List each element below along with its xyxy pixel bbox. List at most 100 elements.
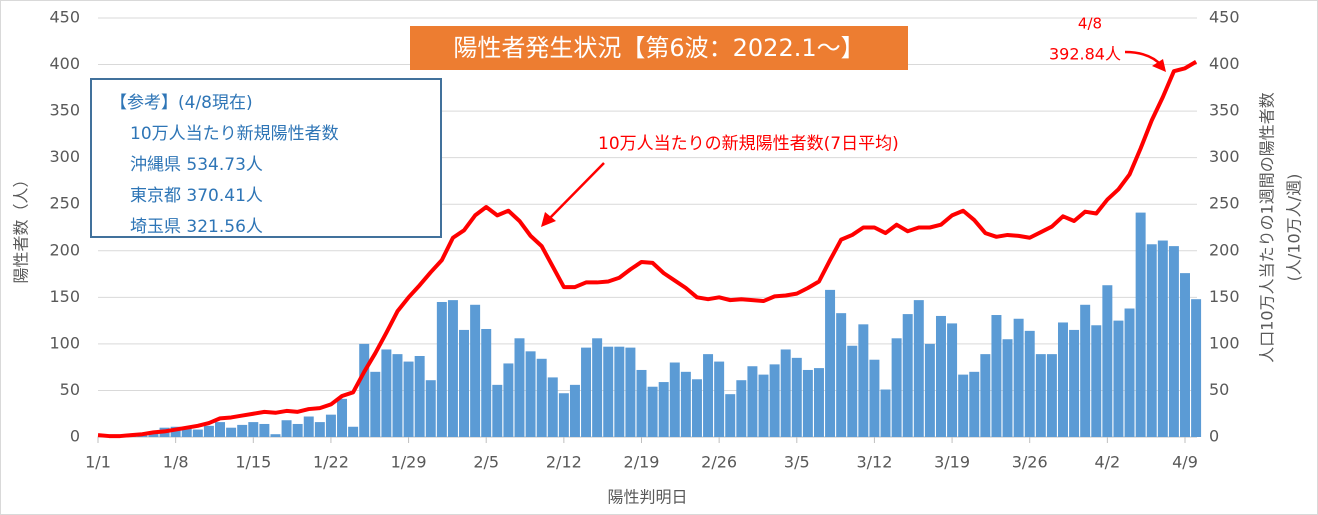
- bar: [248, 422, 259, 437]
- bar: [1080, 304, 1091, 437]
- arrow: [544, 162, 605, 224]
- reference-box: [90, 78, 442, 238]
- y2-tick-label: 450: [1209, 8, 1240, 27]
- bar: [1102, 285, 1113, 437]
- x-tick-label: 4/9: [1172, 453, 1198, 472]
- bar: [680, 371, 691, 437]
- bar: [669, 362, 680, 437]
- bar: [1002, 339, 1013, 437]
- bar: [215, 422, 226, 437]
- bar: [392, 354, 403, 437]
- bar: [780, 349, 791, 437]
- bar: [514, 338, 525, 437]
- bar: [348, 426, 359, 437]
- bar: [847, 345, 858, 437]
- bar: [902, 314, 913, 437]
- y-tick-label: 350: [49, 101, 80, 120]
- bar: [1069, 329, 1080, 437]
- bar: [758, 374, 769, 437]
- bar: [691, 379, 702, 437]
- bar: [736, 380, 747, 437]
- bar: [503, 363, 514, 437]
- x-tick-label: 3/5: [784, 453, 810, 472]
- y2-tick-label: 150: [1209, 287, 1240, 306]
- bar: [802, 369, 813, 437]
- y2-tick-label: 350: [1209, 101, 1240, 120]
- y-tick-label: 100: [49, 333, 80, 352]
- bar: [658, 382, 669, 437]
- y2-tick-label: 300: [1209, 147, 1240, 166]
- y-tick-label: 250: [49, 194, 80, 213]
- bar: [325, 414, 336, 437]
- bar: [869, 359, 880, 437]
- x-tick-label: 2/12: [546, 453, 582, 472]
- bar: [370, 371, 381, 437]
- bar: [470, 304, 481, 437]
- bar: [1180, 273, 1190, 437]
- y2-tick-label: 200: [1209, 240, 1240, 259]
- bar: [647, 386, 658, 437]
- bar: [836, 313, 847, 437]
- bar: [481, 328, 492, 437]
- bar: [1124, 308, 1135, 437]
- bar: [148, 432, 159, 437]
- title-box: [410, 26, 908, 70]
- point-annotation: 392.84人: [1049, 45, 1121, 64]
- x-tick-label: 1/8: [163, 453, 189, 472]
- bar: [636, 369, 647, 437]
- reference-text: 東京都 370.41人: [130, 186, 263, 206]
- x-tick-label: 2/26: [701, 453, 737, 472]
- bar: [237, 424, 248, 437]
- x-tick-label: 2/5: [473, 453, 499, 472]
- x-tick-label: 3/19: [934, 453, 970, 472]
- bar: [425, 380, 436, 437]
- bar: [203, 425, 214, 437]
- y2-tick-label: 50: [1209, 380, 1229, 399]
- x-tick-label: 1/15: [235, 453, 271, 472]
- y-tick-label: 400: [49, 54, 80, 73]
- bar: [614, 346, 625, 437]
- bar: [880, 389, 891, 437]
- bar: [226, 427, 237, 437]
- bar: [703, 354, 714, 437]
- x-tick-label: 1/22: [313, 453, 349, 472]
- bar: [337, 398, 348, 437]
- bar: [547, 377, 558, 437]
- y-axis-title: 陽性者数（人）: [12, 171, 31, 283]
- y2-axis-title: 人口10万人当たりの1週間の陽性者数: [1258, 92, 1277, 363]
- x-tick-label: 3/26: [1012, 453, 1048, 472]
- arrow-head: [1152, 59, 1166, 72]
- bar: [913, 300, 924, 437]
- bar: [558, 393, 569, 437]
- bar: [1168, 246, 1179, 437]
- bar: [1091, 325, 1102, 437]
- arrow-head: [541, 212, 556, 227]
- x-tick-label: 3/12: [856, 453, 892, 472]
- bar: [170, 426, 181, 437]
- bar: [935, 315, 946, 437]
- y2-tick-label: 400: [1209, 54, 1240, 73]
- x-tick-label: 1/1: [85, 453, 111, 472]
- bar: [314, 422, 325, 437]
- bar: [1146, 244, 1157, 437]
- bar: [381, 349, 392, 437]
- bar: [1046, 354, 1057, 437]
- bar: [924, 343, 935, 437]
- bar: [303, 416, 314, 437]
- bar: [1024, 330, 1035, 437]
- line-annotation: 10万人当たりの新規陽性者数(7日平均): [598, 134, 899, 154]
- bar: [592, 338, 603, 437]
- bar: [1157, 240, 1168, 437]
- bar: [459, 329, 470, 437]
- bar: [825, 289, 836, 437]
- bar: [958, 374, 969, 437]
- bar: [192, 429, 203, 437]
- bar: [1057, 322, 1068, 437]
- bar: [947, 323, 958, 437]
- x-axis-title: 陽性判明日: [607, 488, 687, 507]
- bar: [292, 423, 303, 437]
- y2-tick-label: 0: [1209, 427, 1219, 446]
- bar: [991, 315, 1002, 437]
- bar: [1035, 354, 1046, 437]
